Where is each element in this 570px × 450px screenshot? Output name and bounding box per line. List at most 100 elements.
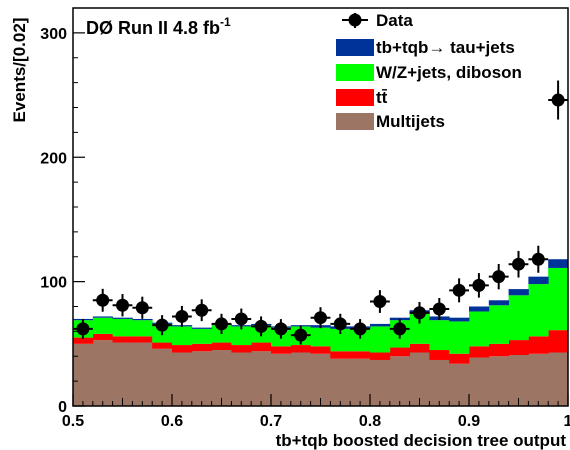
x-tick-label: 0.9 (458, 413, 480, 430)
bar-ttbar-bin-23 (528, 336, 549, 354)
bar-ttbar-bin-6 (191, 343, 212, 352)
legend-wz-label: W/Z+jets, diboson (376, 63, 522, 82)
bar-multijets-bin-15 (370, 359, 391, 406)
data-marker (551, 93, 565, 107)
data-point-0 (73, 319, 93, 339)
bar-ttbar-bin-15 (370, 352, 391, 360)
y-tick-label: 0 (58, 399, 67, 416)
bar-multijets-bin-9 (251, 351, 272, 406)
data-marker (76, 322, 90, 336)
data-point-5 (172, 305, 192, 328)
data-point-18 (429, 298, 450, 320)
bar-ttbar-bin-5 (172, 345, 193, 353)
bar-ttbar-bin-13 (330, 351, 351, 359)
data-marker (116, 298, 129, 312)
bar-ttbar-bin-7 (211, 342, 232, 351)
axis-ticks: 0.5 0.6 0.7 0.8 0.9 1 0 100 200 300 (40, 7, 570, 430)
legend-data-marker (348, 13, 362, 27)
bar-wz-bin-23 (528, 284, 549, 337)
legend-multijets-swatch (336, 113, 374, 130)
legend-ttbar-label: tt̄ (376, 88, 388, 107)
x-tick-label: 0.5 (62, 413, 84, 430)
legend-multijets-label: Multijets (376, 112, 445, 131)
bar-multijets-bin-22 (508, 355, 529, 406)
bar-multijets-bin-4 (152, 348, 173, 406)
data-marker (432, 302, 446, 316)
data-marker (353, 322, 367, 336)
data-point-15 (370, 290, 390, 313)
data-point-2 (112, 294, 133, 317)
data-marker (333, 317, 347, 331)
data-marker (215, 317, 228, 331)
bar-multijets-bin-3 (132, 342, 153, 406)
x-tick-label: 1 (564, 413, 570, 430)
data-marker (155, 318, 169, 332)
bar-signal-bin-2 (112, 317, 133, 319)
bar-ttbar-bin-19 (449, 353, 470, 364)
bar-ttbar-bin-4 (152, 342, 173, 349)
bar-multijets-bin-8 (231, 352, 252, 406)
bar-multijets-bin-20 (469, 357, 490, 406)
bar-wz-bin-1 (92, 317, 113, 334)
bar-multijets-bin-2 (112, 342, 133, 406)
data-point-3 (132, 296, 153, 319)
bar-wz-bin-15 (370, 326, 391, 353)
bar-multijets-bin-5 (172, 352, 193, 406)
data-marker (512, 257, 525, 271)
bar-wz-bin-3 (132, 320, 153, 337)
legend-signal-swatch (336, 39, 374, 56)
data-marker (452, 283, 466, 297)
bar-ttbar-bin-18 (429, 350, 450, 360)
bar-wz-bin-21 (488, 305, 509, 344)
data-point-19 (449, 278, 469, 303)
bar-multijets-bin-16 (389, 356, 410, 406)
data-marker (234, 312, 248, 326)
data-point-1 (92, 288, 113, 312)
x-tick-label: 0.7 (260, 413, 282, 430)
bar-ttbar-bin-2 (112, 336, 133, 343)
data-marker (195, 303, 209, 317)
bar-wz-bin-14 (350, 328, 371, 352)
x-tick-label: 0.8 (359, 413, 381, 430)
bar-wz-bin-20 (469, 311, 490, 347)
data-point-11 (290, 325, 311, 345)
data-point-21 (488, 263, 509, 290)
bar-multijets-bin-14 (350, 358, 371, 406)
bar-multijets-bin-0 (73, 343, 94, 406)
data-marker (294, 328, 308, 342)
x-tick-label: 0.6 (161, 413, 183, 430)
data-point-17 (409, 301, 430, 324)
bar-ttbar-bin-8 (231, 345, 252, 353)
bar-multijets-bin-24 (548, 352, 569, 406)
bar-signal-bin-16 (389, 317, 410, 321)
bar-ttbar-bin-20 (469, 346, 490, 358)
bar-wz-bin-5 (172, 326, 193, 346)
data-point-24 (548, 80, 568, 120)
legend: Data tb+tqb→ tau+jets W/Z+jets, diboson … (336, 11, 522, 131)
plot-layer (73, 80, 569, 406)
bar-signal-bin-20 (469, 306, 490, 312)
bar-signal-bin-21 (488, 300, 509, 306)
data-point-4 (152, 315, 172, 336)
bar-ttbar-bin-21 (488, 343, 509, 357)
data-marker (413, 306, 426, 320)
bar-signal-bin-24 (548, 259, 569, 268)
bar-wz-bin-12 (310, 327, 331, 347)
bar-signal-bin-15 (370, 323, 391, 327)
data-point-8 (231, 308, 252, 330)
bar-ttbar-bin-14 (350, 351, 371, 359)
y-tick-label: 200 (40, 150, 67, 167)
bar-ttbar-bin-0 (73, 337, 94, 344)
bar-multijets-bin-17 (409, 352, 430, 406)
bar-multijets-bin-18 (429, 359, 450, 406)
bar-wz-bin-2 (112, 318, 133, 337)
data-marker (314, 311, 327, 325)
bar-wz-bin-13 (330, 328, 351, 352)
bar-multijets-bin-23 (528, 353, 549, 406)
bar-multijets-bin-7 (211, 350, 232, 406)
bar-multijets-bin-21 (488, 356, 509, 406)
bar-wz-bin-24 (548, 267, 569, 331)
legend-wz-swatch (336, 64, 374, 81)
data-marker (492, 270, 506, 284)
